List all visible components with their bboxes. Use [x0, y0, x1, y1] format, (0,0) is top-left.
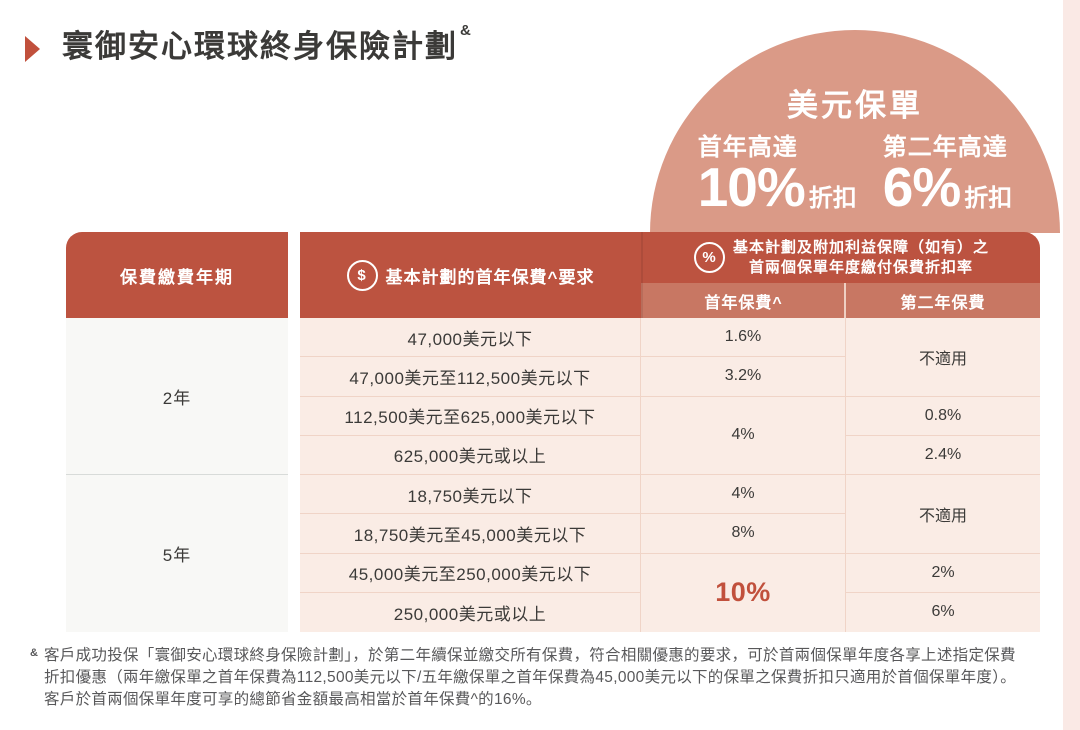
- title-footnote-marker: &: [460, 21, 473, 39]
- second-year-discount-cell: 不適用: [846, 318, 1040, 397]
- first-year-discount-cell-highlight: 10%: [641, 553, 846, 632]
- header-discount-rate: % 基本計劃及附加利益保障（如有）之 首兩個保單年度繳付保費折扣率: [641, 232, 1040, 283]
- page-title: 寰御安心環球終身保險計劃 &: [62, 22, 471, 65]
- premium-range-cell: 47,000美元至112,500美元以下: [300, 357, 641, 397]
- second-year-discount-cell: 6%: [846, 592, 1040, 632]
- second-year-discount-cell: 不適用: [846, 475, 1040, 554]
- promo-offer-label: 第二年高達: [882, 134, 1008, 161]
- term-cell: 2年: [66, 318, 288, 475]
- footnote-line: 客戶於首兩個保單年度可享的總節省金額最高相當於首年保費^的16%。: [44, 691, 542, 708]
- page-edge-strip: [1063, 0, 1080, 730]
- premium-range-cell: 47,000美元以下: [300, 318, 641, 358]
- footnote-line: 客戶成功投保「寰御安心環球終身保險計劃」，於第二年續保並繳交所有保費，符合相關優…: [44, 647, 1016, 664]
- promo-offer-value-row: 6% 折扣: [883, 160, 1013, 215]
- header-discount-line2: 首兩個保單年度繳付保費折扣率: [748, 258, 973, 276]
- premium-range-cell: 625,000美元或以上: [300, 435, 641, 475]
- premium-range-cell: 18,750美元以下: [300, 475, 641, 515]
- header-premium-requirement: $ 基本計劃的首年保費^要求: [300, 232, 641, 318]
- promo-offer-value: 6%: [882, 156, 961, 218]
- promo-offer-label: 首年高達: [697, 134, 798, 161]
- footnote-line: 折扣優惠（兩年繳保單之首年保費為112,500美元以下/五年繳保單之首年保費為4…: [44, 669, 1017, 686]
- premium-range-cell: 45,000美元至250,000美元以下: [300, 553, 641, 593]
- term-cell: 5年: [66, 475, 288, 632]
- title-arrow-icon: [25, 35, 40, 62]
- promo-offers: 首年高達 10% 折扣 第二年高達 6% 折扣: [698, 127, 1013, 215]
- first-year-discount-cell: 8%: [641, 514, 846, 554]
- first-year-discount-cell: 1.6%: [641, 318, 846, 358]
- first-year-discount-cell: 4%: [641, 475, 846, 515]
- promo-offer-second-year: 第二年高達 6% 折扣: [883, 127, 1013, 215]
- premium-range-cell: 112,500美元至625,000美元以下: [300, 396, 641, 436]
- header-payment-term: 保費繳費年期: [66, 232, 288, 318]
- header-discount-rate-text: 基本計劃及附加利益保障（如有）之 首兩個保單年度繳付保費折扣率: [733, 238, 989, 277]
- subheader-first-year-premium: 首年保費^: [641, 283, 846, 318]
- promo-offer-first-year: 首年高達 10% 折扣: [698, 127, 857, 215]
- second-year-discount-cell: 0.8%: [846, 396, 1040, 436]
- footnote: & 客戶成功投保「寰御安心環球終身保險計劃」，於第二年續保並繳交所有保費，符合相…: [30, 645, 1056, 711]
- promo-banner: 美元保單 首年高達 10% 折扣 第二年高達 6% 折扣: [650, 30, 1060, 233]
- page-title-text: 寰御安心環球終身保險計劃: [62, 29, 458, 64]
- promo-offer-value-row: 10% 折扣: [698, 160, 857, 215]
- header-discount-line1: 基本計劃及附加利益保障（如有）之: [732, 239, 989, 256]
- first-year-discount-cell: 4%: [641, 396, 846, 475]
- dollar-icon: $: [346, 259, 378, 291]
- second-year-discount-cell: 2.4%: [846, 435, 1040, 475]
- footnote-marker: &: [30, 647, 38, 659]
- title-row: 寰御安心環球終身保險計劃 &: [25, 22, 471, 65]
- header-premium-requirement-text: 基本計劃的首年保費^要求: [385, 267, 595, 287]
- first-year-discount-cell: 3.2%: [641, 357, 846, 397]
- promo-offer-value: 10%: [697, 156, 806, 218]
- footnote-text: 客戶成功投保「寰御安心環球終身保險計劃」，於第二年續保並繳交所有保費，符合相關優…: [44, 645, 1016, 711]
- subheader-second-year-premium: 第二年保費: [846, 283, 1040, 318]
- second-year-discount-cell: 2%: [846, 553, 1040, 593]
- promo-headline: 美元保單: [787, 88, 923, 123]
- promo-offer-suffix: 折扣: [964, 185, 1013, 212]
- percent-icon: %: [693, 242, 725, 273]
- promo-offer-suffix: 折扣: [808, 185, 857, 212]
- premium-range-cell: 18,750美元至45,000美元以下: [300, 514, 641, 554]
- premium-range-cell: 250,000美元或以上: [300, 592, 641, 632]
- discount-table: 保費繳費年期 $ 基本計劃的首年保費^要求 % 基本計劃及附加利益保障（如有）之…: [66, 232, 1040, 632]
